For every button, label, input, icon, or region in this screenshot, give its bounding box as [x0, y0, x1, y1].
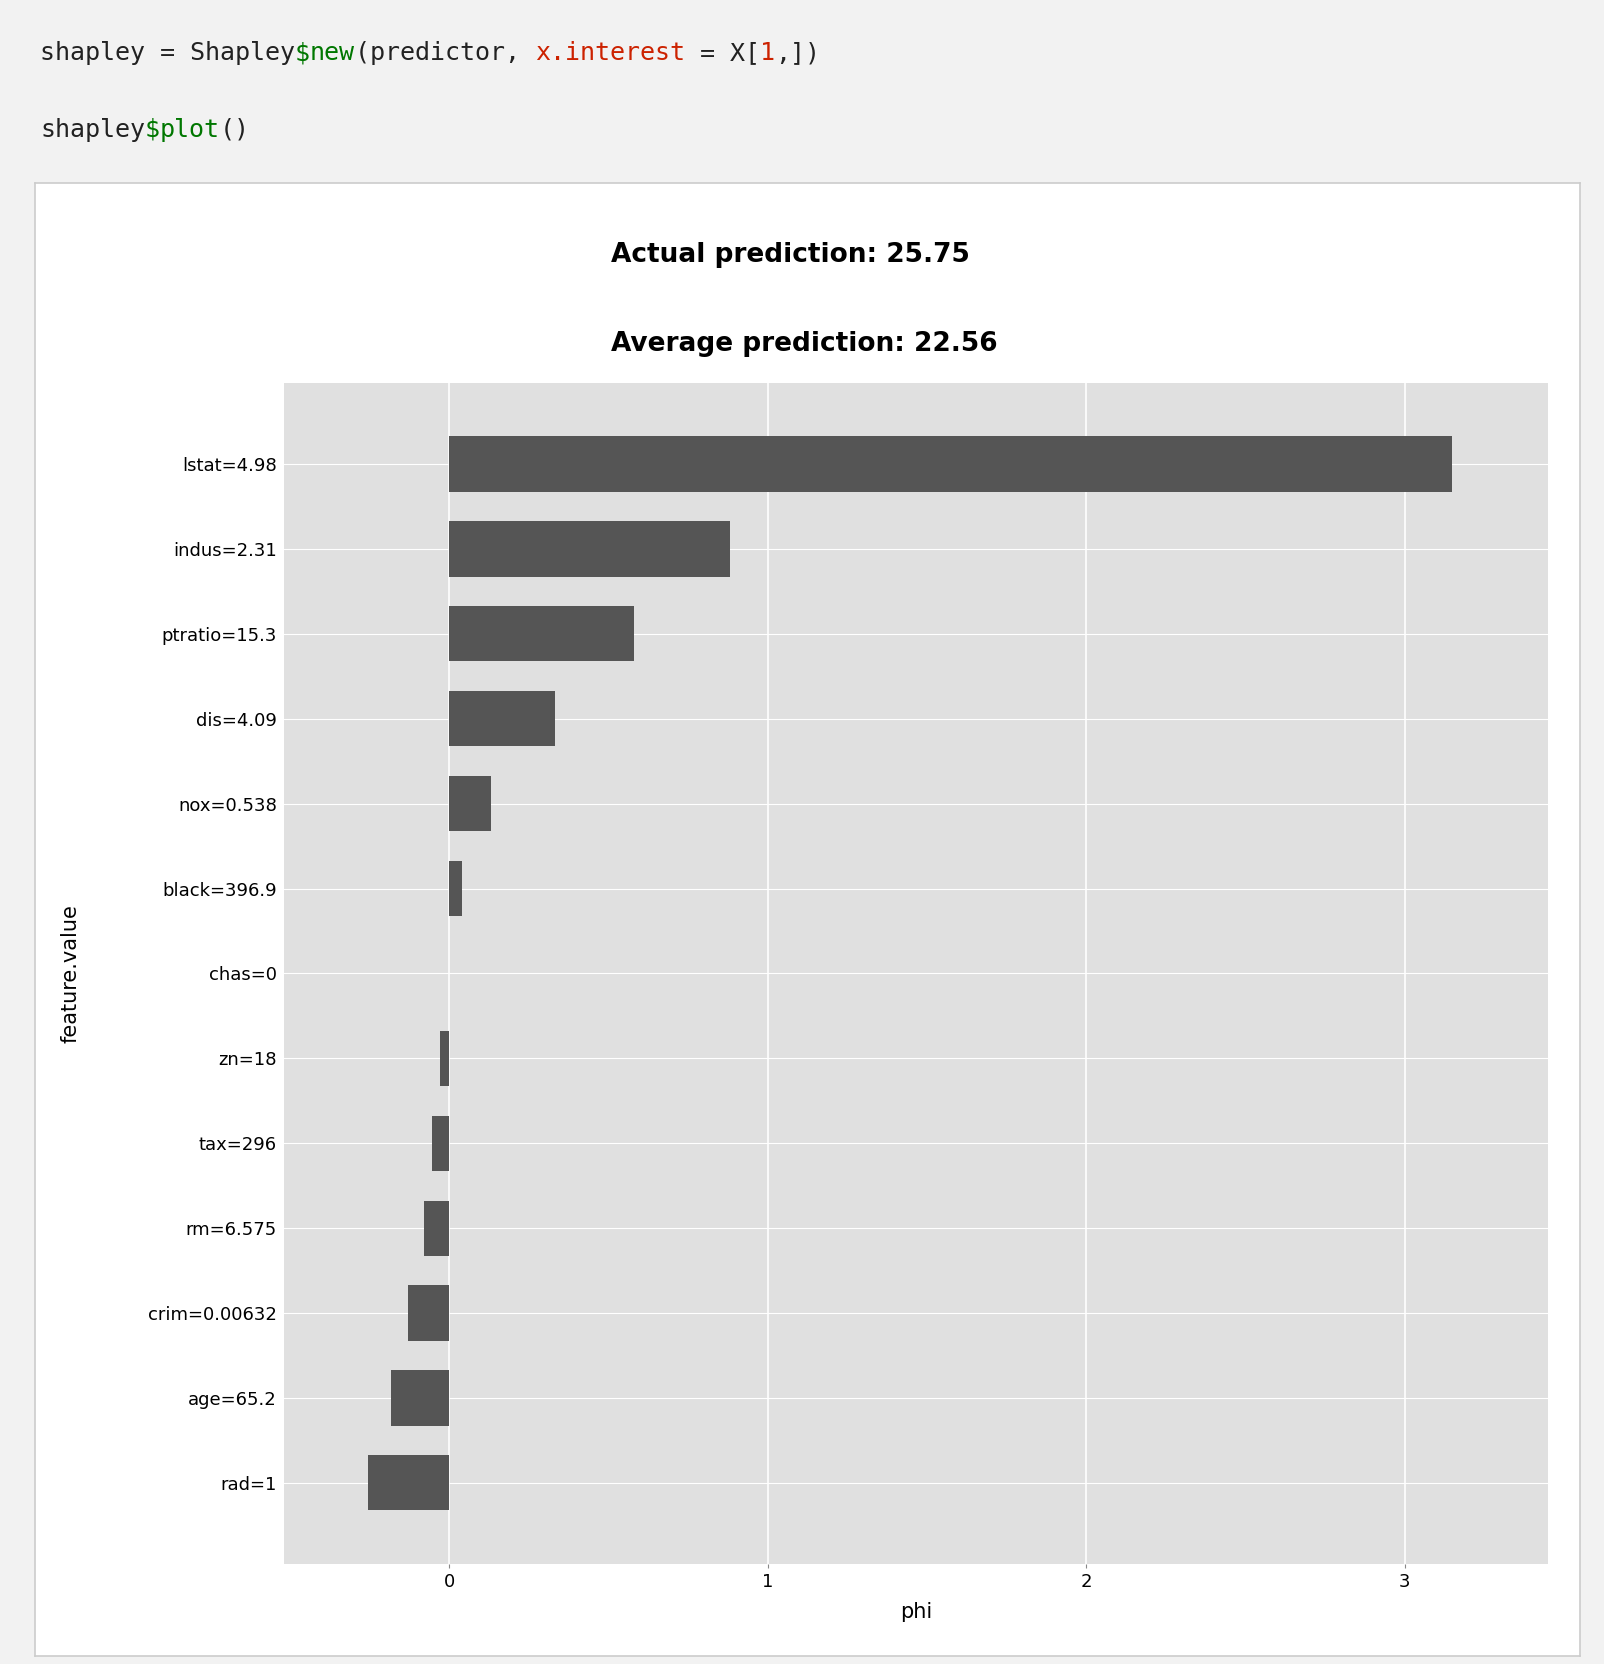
Bar — [449, 691, 555, 747]
Text: plot: plot — [160, 118, 220, 141]
Text: new: new — [310, 42, 354, 65]
Bar — [449, 860, 462, 917]
Bar — [407, 1286, 449, 1341]
Text: $: $ — [295, 42, 310, 65]
Bar — [449, 436, 1452, 491]
Bar — [449, 606, 634, 661]
Bar — [439, 1030, 449, 1087]
Text: $: $ — [144, 118, 160, 141]
Bar — [449, 775, 491, 832]
Bar — [369, 1456, 449, 1511]
Text: feature.value: feature.value — [61, 904, 80, 1043]
Bar — [390, 1371, 449, 1426]
Text: shapley: shapley — [40, 118, 144, 141]
Bar — [449, 521, 730, 576]
Text: Average prediction: 22.56: Average prediction: 22.56 — [611, 331, 998, 358]
Text: Actual prediction: 25.75: Actual prediction: 25.75 — [611, 241, 970, 268]
Text: = X[: = X[ — [685, 42, 760, 65]
Text: x.interest: x.interest — [536, 42, 685, 65]
Text: ,]): ,]) — [775, 42, 820, 65]
Text: 1: 1 — [760, 42, 775, 65]
X-axis label: phi: phi — [900, 1602, 932, 1622]
Text: (): () — [220, 118, 250, 141]
Bar — [431, 1115, 449, 1171]
Bar — [423, 1200, 449, 1256]
Text: shapley = Shapley: shapley = Shapley — [40, 42, 295, 65]
Text: (predictor,: (predictor, — [354, 42, 536, 65]
